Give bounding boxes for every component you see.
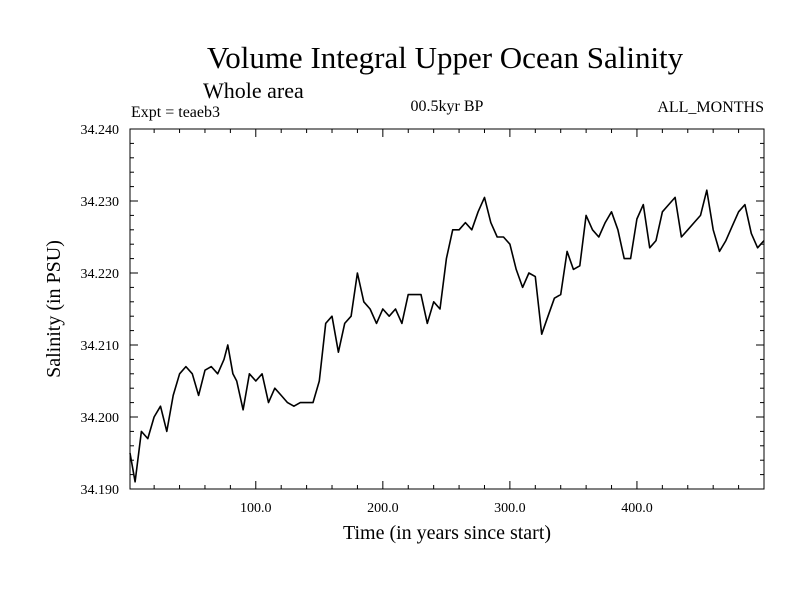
x-tick-label: 300.0 — [494, 501, 526, 516]
x-axis-label: Time (in years since start) — [343, 522, 551, 544]
x-tick-label: 400.0 — [621, 501, 653, 516]
period-label: 00.5kyr BP — [411, 98, 484, 115]
plot-frame — [129, 128, 765, 490]
x-tick-label: 200.0 — [367, 501, 399, 516]
y-tick-label: 34.220 — [81, 267, 120, 282]
salinity-series-line — [129, 189, 765, 483]
axis-ticks — [130, 128, 765, 490]
y-tick-label: 34.210 — [81, 339, 120, 354]
y-tick-label: 34.200 — [81, 411, 120, 426]
y-tick-label: 34.230 — [81, 195, 120, 210]
chart-subtitle: Whole area — [203, 78, 304, 103]
expt-label: Expt = teaeb3 — [131, 104, 220, 121]
x-tick-label: 100.0 — [240, 501, 272, 516]
chart-title: Volume Integral Upper Ocean Salinity — [207, 40, 684, 75]
months-label: ALL_MONTHS — [657, 99, 764, 116]
y-axis-label: Salinity (in PSU) — [43, 240, 65, 378]
y-tick-label: 34.190 — [81, 483, 120, 498]
y-tick-label: 34.240 — [81, 123, 120, 138]
y-tick-labels: 34.190 34.200 34.210 34.220 34.230 34.240 — [81, 123, 120, 498]
x-tick-labels: 100.0 200.0 300.0 400.0 — [240, 501, 653, 516]
